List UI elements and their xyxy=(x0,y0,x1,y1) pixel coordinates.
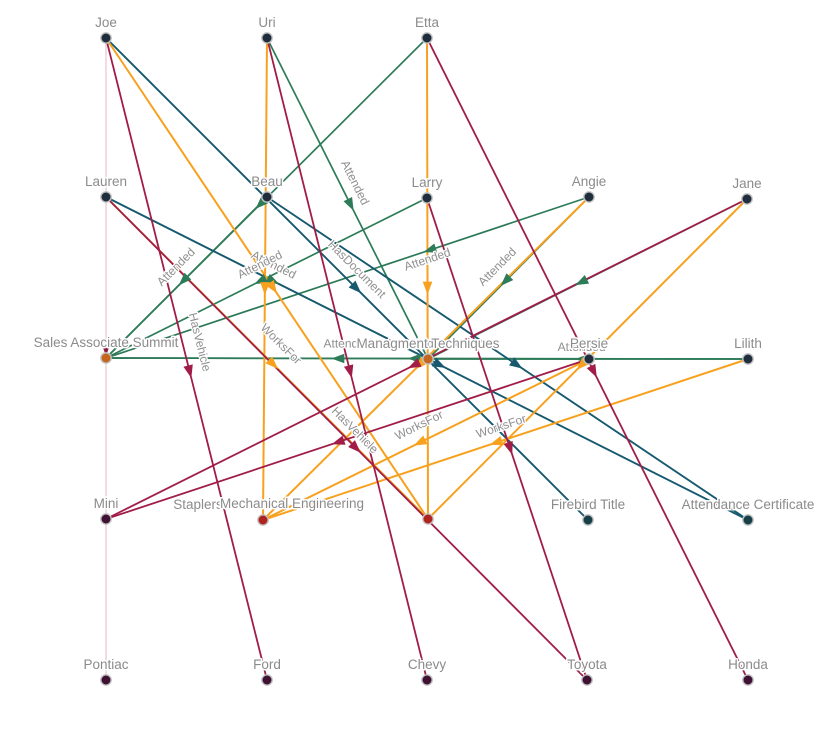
edge-label-joe-ford: HasVehicle xyxy=(186,311,214,373)
edge-arrow-uri-chevy xyxy=(343,364,354,379)
edge-arrows-layer xyxy=(102,196,597,455)
edge-larry-toyota[interactable] xyxy=(426,197,588,681)
edge-arrow-etta-sas xyxy=(255,196,269,209)
edge-arrow-persie-mini xyxy=(331,435,346,445)
edge-uri-mt[interactable] xyxy=(266,37,429,360)
node-ford[interactable] xyxy=(261,674,273,686)
node-label-pontiac: Pontiac xyxy=(83,657,128,672)
edge-uri-chevy[interactable] xyxy=(266,37,428,681)
node-chevy[interactable] xyxy=(421,674,433,686)
node-firebird[interactable] xyxy=(582,514,594,526)
node-label-mecheng: Mechanical Engineering xyxy=(220,496,364,511)
node-toyota[interactable] xyxy=(581,674,593,686)
node-label-honda: Honda xyxy=(728,657,768,672)
edge-angie-sas[interactable] xyxy=(105,196,590,359)
edge-persie-mini[interactable] xyxy=(105,358,590,520)
edge-label-lilith-staplers: WorksFor xyxy=(474,411,528,441)
edge-arrow-larry-toyota xyxy=(503,440,513,455)
node-label-persie: Persie xyxy=(570,336,608,351)
node-label-ford: Ford xyxy=(253,657,281,672)
node-label-sas: Sales Associate Summit xyxy=(34,335,179,350)
node-label-etta: Etta xyxy=(415,15,440,30)
edge-lilith-staplers[interactable] xyxy=(262,358,749,521)
node-uri[interactable] xyxy=(261,32,273,44)
node-lauren[interactable] xyxy=(100,191,112,203)
edge-arrow-lauren-mt xyxy=(265,274,280,285)
node-label-larry: Larry xyxy=(412,175,443,190)
node-label-beau: Beau xyxy=(251,174,283,189)
node-label-lauren: Lauren xyxy=(85,174,127,189)
node-mt[interactable] xyxy=(422,353,434,365)
node-label-toyota: Toyota xyxy=(567,657,607,672)
node-label-angie: Angie xyxy=(572,174,607,189)
node-label-jane: Jane xyxy=(732,176,761,191)
edge-arrow-angie-sas xyxy=(423,243,438,253)
node-pontiac[interactable] xyxy=(100,674,112,686)
node-label-uri: Uri xyxy=(258,15,275,30)
node-label-mt: Managment Techniques xyxy=(356,336,499,351)
edge-persie-staplers[interactable] xyxy=(262,358,590,521)
edge-joe-firebird[interactable] xyxy=(105,37,589,521)
node-label-firebird: Firebird Title xyxy=(551,497,625,512)
node-jane[interactable] xyxy=(741,193,753,205)
edge-arrow-etta-mecheng xyxy=(422,281,433,295)
edge-label-uri-mt: Attended xyxy=(338,158,372,207)
edge-arrow-persie-sas xyxy=(331,353,345,364)
node-label-staplers: Staplers xyxy=(173,497,223,512)
edge-arrow-beau-sas xyxy=(178,272,192,286)
node-joe[interactable] xyxy=(100,32,112,44)
node-beau[interactable] xyxy=(261,191,273,203)
edge-arrow-joe-pontiac xyxy=(102,345,110,356)
nodes-layer: Joe Uri Etta Lauren Beau Larry Angie Jane Persie… xyxy=(32,14,816,686)
edge-arrow-angie-mt xyxy=(500,273,514,286)
node-honda[interactable] xyxy=(742,674,754,686)
node-sas[interactable] xyxy=(100,352,112,364)
edge-arrow-lauren-toyota xyxy=(348,440,361,453)
edge-arrow-etta-honda xyxy=(586,363,597,378)
edge-arrow-jane-mecheng xyxy=(576,357,590,371)
edge-label-joe-firebird: HasDocument xyxy=(325,237,389,301)
node-label-lilith: Lilith xyxy=(734,336,762,351)
node-persie[interactable] xyxy=(583,353,595,365)
edge-arrow-lauren-mecheng xyxy=(265,356,279,370)
edge-joe-mecheng[interactable] xyxy=(105,37,429,520)
edge-arrow-joe-mecheng xyxy=(265,280,278,294)
edge-arrow-joe-firebird xyxy=(348,280,362,294)
edge-label-lilith-sas: Attended xyxy=(386,336,434,350)
edge-arrow-joe-ford xyxy=(183,364,193,379)
edge-etta-mecheng[interactable] xyxy=(426,37,429,520)
node-angie[interactable] xyxy=(583,191,595,203)
node-label-chevy: Chevy xyxy=(408,657,447,672)
node-attcert[interactable] xyxy=(742,514,754,526)
node-larry[interactable] xyxy=(421,192,433,204)
node-etta[interactable] xyxy=(421,32,433,44)
edge-arrow-beau-attcert xyxy=(509,357,523,369)
node-mecheng[interactable] xyxy=(422,513,434,525)
edge-labels-layer: Attended Attended Attended Attended Attended… xyxy=(153,157,607,458)
edge-arrow-uri-mt xyxy=(343,196,354,211)
node-label-attcert: Attendance Certificate xyxy=(682,497,815,512)
edge-label-persie-staplers: WorksFor xyxy=(393,407,446,442)
node-label-mini: Mini xyxy=(94,496,119,511)
edge-arrow-lilith-staplers xyxy=(489,436,504,446)
node-mini[interactable] xyxy=(100,513,112,525)
node-label-joe: Joe xyxy=(95,15,117,30)
node-staplers[interactable] xyxy=(257,514,269,526)
edge-label-angie-mt: Attended xyxy=(475,245,519,289)
edge-label-lilith-mt: Attended xyxy=(558,340,606,354)
edge-arrow-uri-staplers xyxy=(260,282,270,296)
edge-joe-ford[interactable] xyxy=(105,37,268,681)
edge-label-persie-sas: Attended xyxy=(323,336,371,350)
edge-arrow-persie-staplers xyxy=(413,435,428,446)
edge-beau-attcert[interactable] xyxy=(266,196,749,521)
edge-arrow-jane-mt xyxy=(575,274,590,286)
edge-arrow-jane-mini xyxy=(407,358,422,369)
node-lilith[interactable] xyxy=(742,353,754,365)
edge-arrow-larry-sas xyxy=(254,274,269,285)
edge-arrow-lauren-attcert xyxy=(431,357,446,368)
